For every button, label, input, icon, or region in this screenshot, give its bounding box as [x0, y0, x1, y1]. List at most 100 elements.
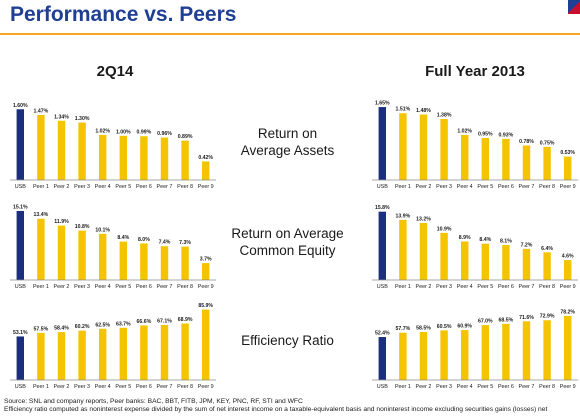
chart-roce-2q14: 15.1% USB 13.4% Peer 1 11.9% Peer 2 10.8% Peer …: [10, 204, 216, 290]
x-tick-label: USB: [377, 284, 388, 290]
footer-source: Source: SNL and company reports, Peer ba…: [4, 398, 303, 405]
data-label: 0.93%: [499, 132, 514, 138]
metric-label-line: Common Equity: [239, 243, 336, 258]
bar-peer-3: [440, 118, 448, 180]
chart-efficiency-fy2013: 52.4% USB 57.7% Peer 1 58.5% Peer 2 60.5% Peer …: [372, 309, 578, 390]
chart-efficiency-2q14: 53.1% USB 57.5% Peer 1 58.4% Peer 2 60.2% Peer …: [10, 303, 216, 390]
bar-peer-6: [502, 138, 510, 180]
data-label: 53.1%: [13, 330, 28, 336]
x-tick-label: Peer 4: [95, 284, 111, 290]
bar-peer-1: [399, 219, 407, 280]
x-tick-label: Peer 5: [477, 184, 493, 190]
data-label: 0.89%: [178, 134, 193, 140]
x-tick-label: Peer 1: [33, 184, 49, 190]
x-tick-label: Peer 6: [498, 184, 514, 190]
x-tick-label: Peer 2: [416, 284, 432, 290]
metric-label-line: Return on Average: [231, 226, 344, 241]
bar-peer-1: [37, 115, 45, 180]
data-label: 68.5%: [499, 317, 514, 323]
bar-peer-3: [78, 330, 86, 380]
bar-peer-9: [201, 309, 210, 380]
x-tick-label: Peer 3: [74, 184, 90, 190]
metric-label-efficiency: Efficiency Ratio: [200, 332, 375, 349]
bar-peer-9: [201, 263, 210, 280]
bar-peer-6: [140, 325, 148, 380]
data-label: 15.1%: [13, 204, 28, 210]
x-tick-label: Peer 3: [436, 184, 452, 190]
x-tick-label: Peer 6: [498, 284, 514, 290]
bar-peer-3: [78, 122, 86, 180]
chart-roce-fy2013: 15.8% USB 13.9% Peer 1 13.2% Peer 2 10.9% Peer …: [372, 205, 578, 290]
column-heading-full-year-2013: Full Year 2013: [425, 63, 525, 80]
bar-peer-3: [440, 232, 448, 280]
bar-peer-7: [522, 248, 531, 280]
bar-usb: [378, 337, 387, 380]
data-label: 8.0%: [138, 237, 150, 243]
x-tick-label: Peer 7: [519, 284, 535, 290]
data-label: 0.75%: [540, 140, 555, 146]
bar-peer-8: [181, 323, 189, 380]
x-tick-label: Peer 7: [157, 284, 173, 290]
x-tick-label: USB: [15, 184, 26, 190]
bar-peer-2: [57, 225, 66, 280]
bar-peer-6: [502, 244, 510, 280]
bar-peer-6: [140, 243, 148, 280]
bar-peer-4: [460, 241, 469, 280]
data-label: 1.48%: [416, 108, 431, 114]
bar-peer-2: [57, 120, 66, 180]
data-label: 10.8%: [75, 224, 90, 230]
data-label: 4.6%: [562, 254, 574, 260]
x-tick-label: Peer 3: [74, 384, 90, 390]
bar-peer-4: [460, 330, 469, 380]
bar-peer-7: [160, 324, 169, 380]
data-label: 0.53%: [560, 150, 575, 156]
bar-peer-1: [399, 332, 407, 380]
chart-roaa-2q14: 1.60% USB 1.47% Peer 1 1.34% Peer 2 1.30% Peer …: [10, 103, 216, 190]
bar-peer-7: [160, 246, 169, 280]
data-label: 15.8%: [375, 205, 390, 211]
data-label: 1.00%: [116, 129, 131, 135]
x-tick-label: USB: [377, 384, 388, 390]
bar-peer-8: [543, 320, 551, 380]
data-label: 72.9%: [540, 314, 555, 320]
data-label: 58.5%: [416, 326, 431, 332]
x-tick-label: Peer 6: [498, 384, 514, 390]
x-tick-label: Peer 2: [416, 384, 432, 390]
chart-roaa-fy2013: 1.65% USB 1.51% Peer 1 1.48% Peer 2 1.38% Peer …: [372, 101, 578, 190]
data-label: 58.4%: [54, 326, 69, 332]
title-divider: [0, 33, 580, 35]
x-tick-label: USB: [377, 184, 388, 190]
x-tick-label: Peer 7: [157, 184, 173, 190]
metric-label-line: Average Assets: [240, 143, 335, 158]
data-label: 10.1%: [95, 227, 110, 233]
data-label: 67.1%: [157, 318, 172, 324]
data-label: 68.9%: [178, 317, 193, 323]
x-tick-label: Peer 3: [74, 284, 90, 290]
x-tick-label: Peer 4: [95, 184, 111, 190]
bar-peer-6: [502, 323, 510, 380]
x-tick-label: Peer 8: [177, 284, 193, 290]
data-label: 7.2%: [521, 242, 533, 248]
metric-label-line: Return on: [257, 126, 318, 141]
x-tick-label: Peer 1: [395, 284, 411, 290]
data-label: 11.9%: [54, 219, 69, 225]
data-label: 8.9%: [459, 235, 471, 241]
x-tick-label: Peer 8: [539, 184, 555, 190]
data-label: 85.9%: [198, 303, 213, 309]
data-label: 52.4%: [375, 331, 390, 337]
bar-peer-1: [37, 218, 45, 280]
data-label: 78.2%: [560, 309, 575, 315]
x-tick-label: Peer 9: [560, 384, 576, 390]
x-tick-label: Peer 4: [457, 184, 473, 190]
x-tick-label: Peer 4: [95, 384, 111, 390]
bar-peer-5: [481, 243, 490, 280]
data-label: 1.30%: [75, 116, 90, 122]
data-label: 8.1%: [500, 238, 512, 244]
footer-definition: Efficiency ratio computed as noninterest…: [4, 406, 548, 413]
x-tick-label: Peer 9: [560, 184, 576, 190]
bar-peer-2: [419, 222, 428, 280]
x-tick-label: Peer 5: [477, 284, 493, 290]
bar-peer-4: [98, 233, 107, 280]
data-label: 1.02%: [457, 128, 472, 134]
column-heading-2q14: 2Q14: [96, 63, 134, 80]
